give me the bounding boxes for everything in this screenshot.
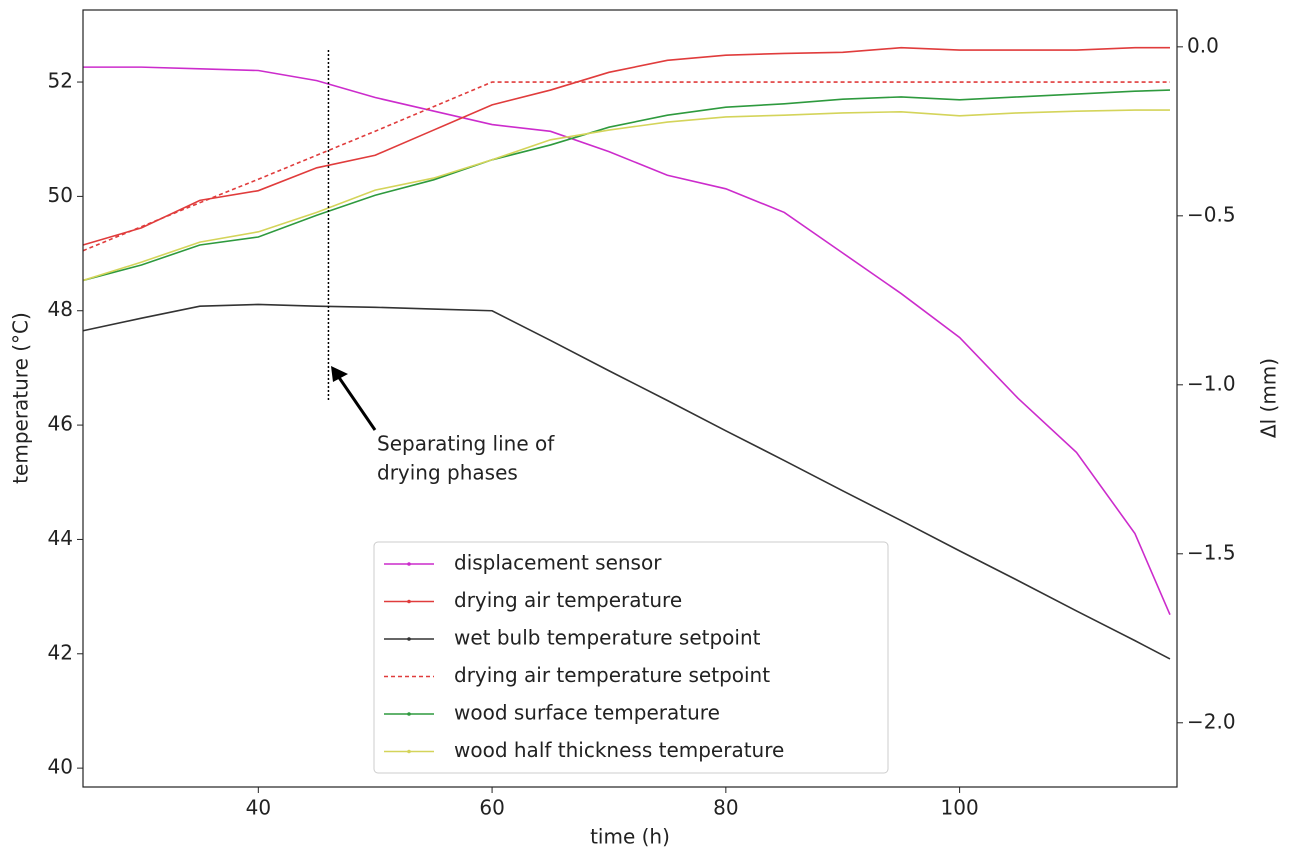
arrow-head (331, 366, 348, 382)
annotation-text: Separating line of (377, 432, 555, 456)
plot-frame (82, 9, 1178, 788)
y-axis-label: temperature (°C) (9, 312, 33, 484)
y-tick-label: 46 (48, 412, 73, 436)
y-tick-label: 52 (48, 69, 73, 93)
legend-label: drying air temperature setpoint (454, 663, 770, 687)
y-tick-label: 48 (48, 297, 73, 321)
legend-marker (407, 562, 411, 566)
y-tick-label: 50 (48, 183, 73, 207)
x-tick-label: 60 (479, 796, 504, 820)
y2-tick-label: 0.0 (1187, 33, 1219, 57)
y-tick-label: 40 (48, 755, 73, 779)
x-axis-label: time (h) (590, 825, 670, 849)
legend: displacement sensor drying air temperatur… (373, 541, 889, 774)
y2-tick-label: −1.5 (1187, 540, 1236, 564)
series-line (82, 109, 1170, 282)
series-line (82, 81, 1170, 252)
legend-label: wood surface temperature (454, 701, 720, 725)
series-line (82, 303, 1171, 660)
legend-label: displacement sensor (454, 551, 662, 575)
y-tick-label: 42 (48, 640, 73, 664)
y2-tick-label: −0.5 (1187, 202, 1236, 226)
legend-label: drying air temperature (454, 588, 682, 612)
annotation-arrow (336, 375, 377, 431)
series-line (82, 46, 1170, 246)
y-tick-label: 44 (48, 526, 73, 550)
legend-marker (407, 599, 411, 604)
series-line (83, 66, 1171, 615)
x-tick-label: 40 (246, 796, 271, 820)
x-tick-label: 80 (713, 796, 738, 820)
legend-label: wet bulb temperature setpoint (454, 626, 761, 650)
legend-marker (407, 712, 411, 716)
legend-box (373, 541, 889, 774)
y2-tick-label: −1.0 (1187, 371, 1236, 395)
legend-label: wood half thickness temperature (454, 738, 784, 762)
legend-marker (407, 637, 411, 641)
x-tick-label: 100 (941, 796, 979, 820)
legend-marker (407, 749, 411, 754)
y2-axis-label: Δl (mm) (1257, 358, 1281, 438)
y2-tick-label: −2.0 (1187, 709, 1236, 733)
annotation-text: drying phases (377, 461, 518, 485)
series-line (82, 89, 1171, 282)
